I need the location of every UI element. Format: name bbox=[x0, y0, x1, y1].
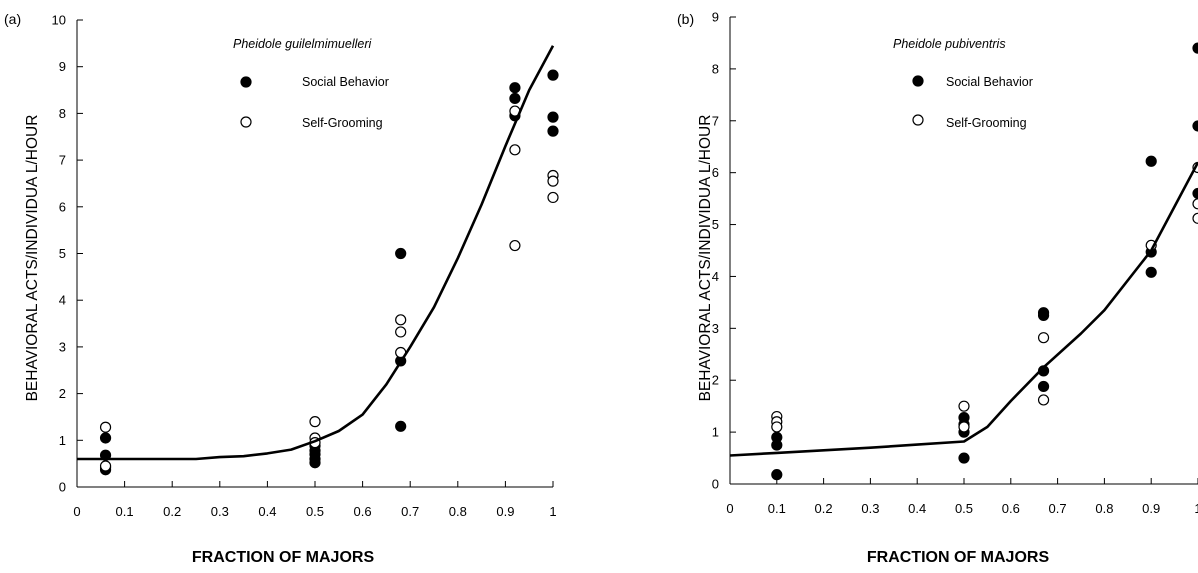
panel-b-x-tick-label: 0.5 bbox=[955, 501, 973, 516]
panel-a-social-point bbox=[99, 432, 112, 444]
panel-a-social-point bbox=[509, 92, 521, 105]
panel-b-y-tick-label: 7 bbox=[712, 113, 719, 128]
panel-b-social-point bbox=[1192, 187, 1198, 200]
panel-b-grooming-point bbox=[958, 400, 970, 412]
panel-b-legend-grooming-label: Self-Grooming bbox=[946, 116, 1027, 130]
panel-a-legend-grooming-marker bbox=[240, 116, 252, 128]
panel-b-y-tick-label: 4 bbox=[712, 269, 719, 284]
panel-a-grooming-point bbox=[99, 421, 112, 433]
panel-b-grooming-point bbox=[1192, 198, 1198, 210]
panel-a-grooming-point bbox=[395, 314, 407, 326]
panel-b-y-tick-label: 0 bbox=[712, 477, 719, 492]
panel-a-y-axis-label: BEHAVIORAL ACTS/INDIVIDUA L/HOUR bbox=[24, 115, 41, 402]
panel-a-y-tick-label: 3 bbox=[59, 339, 66, 354]
panel-b-x-tick-label: 0.1 bbox=[768, 501, 786, 516]
panel-b-x-tick-label: 1 bbox=[1194, 501, 1198, 516]
panel-b-y-tick-label: 8 bbox=[712, 61, 719, 76]
panel-a-fit-curve bbox=[77, 45, 555, 461]
panel-b-species-annotation: Pheidole pubiventris bbox=[893, 37, 1006, 51]
panel-a-grooming-point bbox=[547, 191, 559, 204]
panel-a-y-tick-label: 5 bbox=[59, 246, 66, 261]
panel-b-y-axis-label: BEHAVIORAL ACTS/INDIVIDUA L/HOUR bbox=[697, 115, 714, 402]
panel-a: (a) Pheidole guilelmimuelleri Social Beh… bbox=[4, 11, 559, 566]
panel-a-y-tick-label: 7 bbox=[59, 153, 66, 168]
panel-b-grooming-point bbox=[1037, 394, 1050, 406]
panel-b-grooming-point bbox=[958, 421, 970, 433]
panel-b-legend-grooming-marker bbox=[912, 114, 924, 126]
panel-a-y-tick-label: 8 bbox=[59, 106, 66, 121]
panel-a-y-tick-label: 1 bbox=[59, 433, 66, 448]
panel-b-legend-social-marker bbox=[912, 75, 924, 87]
panel-b-x-tick-label: 0 bbox=[726, 501, 733, 516]
panel-a-legend-social-label: Social Behavior bbox=[302, 75, 389, 89]
panel-b-label: (b) bbox=[677, 11, 694, 27]
panel-b-x-tick-label: 0.3 bbox=[861, 501, 879, 516]
panel-b-y-tick-label: 2 bbox=[712, 373, 719, 388]
panel-b-grooming-point bbox=[1037, 332, 1050, 344]
panel-a-x-tick-label: 0.9 bbox=[496, 504, 514, 519]
panel-a-y-tick-label: 6 bbox=[59, 199, 66, 214]
panel-a-y-tick-label: 0 bbox=[59, 480, 66, 495]
panel-b-fit-curve bbox=[729, 161, 1198, 457]
panel-b-grooming-point bbox=[771, 421, 783, 433]
panel-a-legend-grooming-label: Self-Grooming bbox=[302, 116, 383, 130]
panel-a-x-tick-label: 1 bbox=[549, 504, 556, 519]
panel-b-x-tick-label: 0.8 bbox=[1095, 501, 1113, 516]
panel-b-social-point bbox=[958, 452, 970, 464]
panel-a-social-point bbox=[309, 457, 321, 469]
panel-a-grooming-point bbox=[99, 460, 112, 472]
panel-a-y-tick-label: 9 bbox=[59, 59, 66, 74]
panel-a-x-tick-label: 0.2 bbox=[163, 504, 181, 519]
panel-b-social-point bbox=[1192, 120, 1198, 132]
panel-a-social-point bbox=[547, 111, 559, 123]
panel-b-social-point bbox=[1037, 309, 1050, 321]
panel-a-grooming-point bbox=[547, 175, 559, 187]
panel-a-species-annotation: Pheidole guilelmimuelleri bbox=[233, 37, 372, 51]
panel-b-x-tick-label: 0.2 bbox=[815, 501, 833, 516]
panel-a-y-tick-label: 2 bbox=[59, 386, 66, 401]
panel-a-social-point bbox=[395, 420, 407, 432]
panel-b-x-tick-label: 0.9 bbox=[1142, 501, 1160, 516]
panel-a-x-tick-label: 0.3 bbox=[211, 504, 229, 519]
panel-a-y-tick-label: 4 bbox=[59, 293, 66, 308]
panel-a-legend-social-marker bbox=[240, 76, 252, 88]
panel-a-x-tick-label: 0.4 bbox=[258, 504, 276, 519]
panel-b-social-point bbox=[771, 439, 783, 451]
panel-a-x-tick-label: 0.1 bbox=[116, 504, 134, 519]
panel-a-x-tick-label: 0 bbox=[73, 504, 80, 519]
panel-a-grooming-point bbox=[395, 326, 407, 338]
panel-b-legend-social-label: Social Behavior bbox=[946, 75, 1033, 89]
panel-a-grooming-point bbox=[309, 416, 321, 428]
panel-a-x-tick-label: 0.5 bbox=[306, 504, 324, 519]
panel-b-x-tick-label: 0.7 bbox=[1049, 501, 1067, 516]
panel-b-social-point bbox=[1037, 380, 1050, 393]
panel-b-x-tick-label: 0.6 bbox=[1002, 501, 1020, 516]
panel-b-y-tick-label: 6 bbox=[712, 165, 719, 180]
panel-b-social-point bbox=[1145, 155, 1157, 167]
panel-b-y-tick-label: 3 bbox=[712, 321, 719, 336]
panel-b-y-tick-label: 9 bbox=[712, 10, 719, 25]
panel-b-social-point bbox=[1192, 42, 1198, 54]
panel-a-x-tick-label: 0.8 bbox=[449, 504, 467, 519]
panel-a-social-point bbox=[547, 69, 559, 81]
panel-a-x-tick-label: 0.6 bbox=[354, 504, 372, 519]
panel-a-label: (a) bbox=[4, 11, 21, 27]
panel-b-social-point bbox=[1145, 266, 1157, 278]
panel-b-y-tick-label: 1 bbox=[712, 425, 719, 440]
panel-b-x-axis-label: FRACTION OF MAJORS bbox=[867, 549, 1050, 566]
panel-b-grooming-point bbox=[1192, 212, 1198, 224]
panel-b-social-point bbox=[771, 469, 783, 481]
panel-a-y-tick-label: 10 bbox=[52, 13, 66, 28]
panel-a-grooming-point bbox=[509, 144, 521, 156]
panel-a-social-point bbox=[395, 247, 407, 260]
panel-a-social-point bbox=[547, 125, 559, 137]
panel-a-grooming-point bbox=[509, 239, 521, 252]
panel-b: (b) Pheidole pubiventris Social Behavior… bbox=[677, 10, 1198, 566]
panel-a-x-tick-label: 0.7 bbox=[401, 504, 419, 519]
panel-a-x-axis-label: FRACTION OF MAJORS bbox=[192, 549, 375, 566]
panel-b-y-tick-label: 5 bbox=[712, 217, 719, 232]
panel-b-x-tick-label: 0.4 bbox=[908, 501, 926, 516]
panel-a-social-point bbox=[509, 82, 521, 94]
